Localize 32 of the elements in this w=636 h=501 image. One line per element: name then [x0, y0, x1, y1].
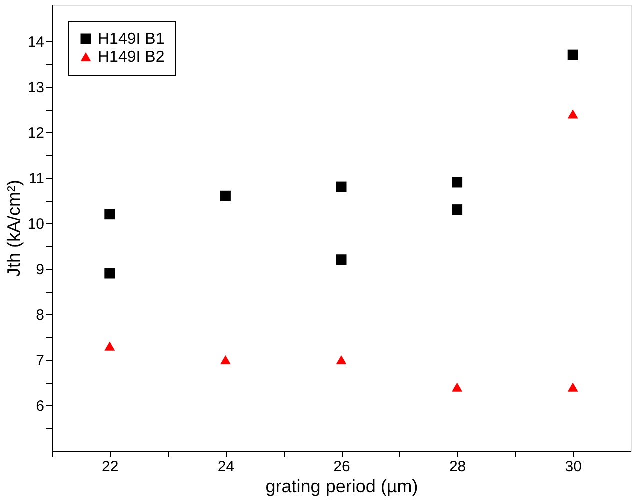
- y-tick-label: 11: [28, 170, 44, 188]
- legend-label: H149I B1: [98, 31, 165, 48]
- x-tick-label: 26: [334, 458, 350, 476]
- y-axis-title: Jth (kA/cm²): [4, 180, 24, 277]
- point: [104, 209, 116, 220]
- point: [220, 355, 231, 365]
- y-tick-label: 12: [28, 124, 44, 142]
- x-tick-label: 30: [565, 458, 582, 476]
- x-tick-label: 28: [449, 458, 466, 476]
- point: [452, 382, 463, 392]
- point: [336, 355, 347, 365]
- y-tick-label: 6: [36, 398, 44, 415]
- point: [336, 182, 347, 192]
- x-tick-label: 22: [102, 458, 119, 476]
- y-tick-label: 9: [36, 261, 44, 278]
- point: [104, 342, 116, 351]
- point: [452, 204, 463, 216]
- y-tick-label: 14: [28, 34, 44, 51]
- x-tick-label: 24: [218, 458, 235, 476]
- point: [220, 190, 231, 202]
- y-tick-label: 13: [28, 79, 44, 96]
- legend-label: H149I B2: [98, 49, 165, 66]
- point: [336, 254, 347, 266]
- y-tick-label: 8: [36, 306, 44, 324]
- point: [568, 50, 578, 60]
- point: [568, 382, 578, 392]
- point: [568, 110, 578, 119]
- y-tick-label: 7: [36, 352, 44, 370]
- point: [104, 268, 116, 279]
- x-axis-title: grating period (µm): [266, 476, 418, 496]
- point: [452, 177, 463, 188]
- y-tick-label: 10: [28, 216, 44, 233]
